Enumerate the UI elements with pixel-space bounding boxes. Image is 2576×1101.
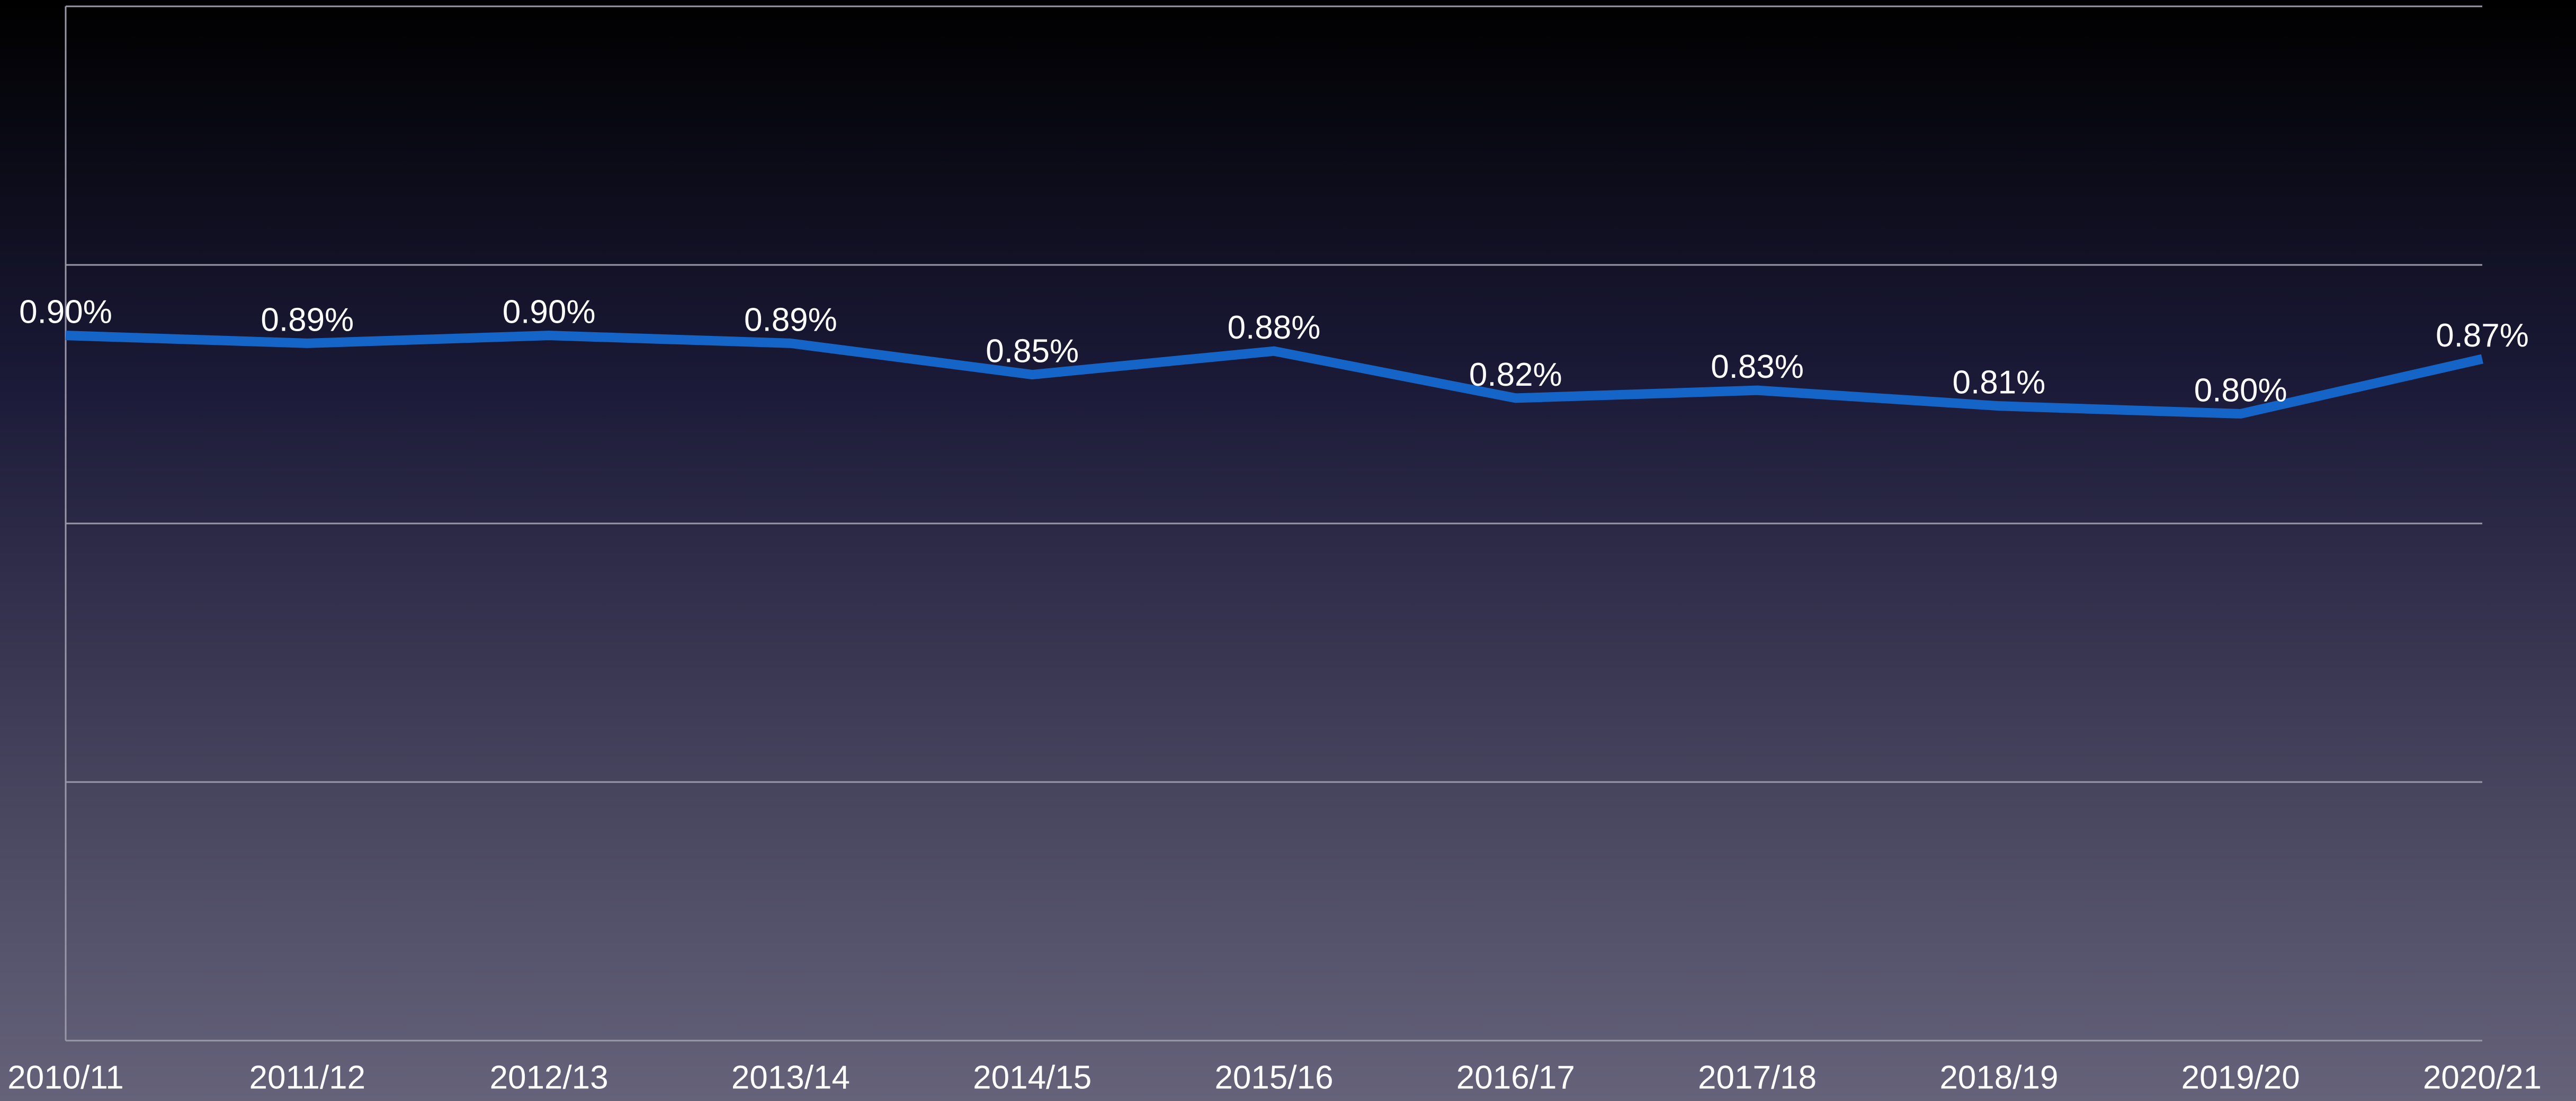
x-tick-label: 2019/20 xyxy=(2181,1059,2300,1096)
x-tick-label: 2015/16 xyxy=(1214,1059,1333,1096)
x-tick-label: 2013/14 xyxy=(731,1059,850,1096)
data-label: 0.83% xyxy=(1711,349,1804,385)
data-label: 0.87% xyxy=(2436,317,2529,354)
x-tick-label: 2020/21 xyxy=(2423,1059,2542,1096)
data-label: 0.90% xyxy=(19,294,112,330)
data-label: 0.80% xyxy=(2194,372,2287,409)
data-line xyxy=(65,331,2483,419)
x-tick-label: 2017/18 xyxy=(1698,1059,1817,1096)
data-label: 0.88% xyxy=(1228,309,1321,346)
data-label: 0.81% xyxy=(1952,365,2045,401)
data-label: 0.89% xyxy=(744,301,837,338)
x-tick-label: 2011/12 xyxy=(249,1059,366,1096)
x-tick-label: 2014/15 xyxy=(973,1059,1092,1096)
x-tick-label: 2012/13 xyxy=(490,1059,609,1096)
x-tick-label: 2010/11 xyxy=(7,1059,124,1096)
data-label: 0.90% xyxy=(503,294,596,330)
data-label: 0.85% xyxy=(986,333,1079,369)
x-tick-label: 2018/19 xyxy=(1939,1059,2058,1096)
data-label: 0.89% xyxy=(261,301,354,338)
data-label: 0.82% xyxy=(1469,357,1562,393)
x-tick-label: 2016/17 xyxy=(1456,1059,1575,1096)
